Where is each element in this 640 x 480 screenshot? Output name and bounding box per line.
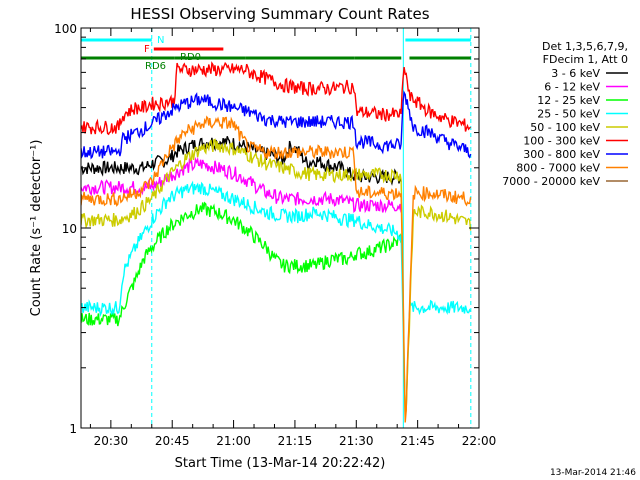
legend-entry-label: 12 - 25 keV [537,94,600,107]
chart-title: HESSI Observing Summary Count Rates [130,5,429,23]
y-axis-label: Count Rate (s⁻¹ detector⁻¹) [29,140,44,317]
legend-entry-label: 6 - 12 keV [544,81,600,94]
x-axis-label: Start Time (13-Mar-14 20:22:42) [175,456,386,471]
series-line-3 [81,201,402,327]
x-tick-label: 22:00 [462,434,497,448]
y-tick-label: 10 [62,222,77,236]
series-line-7 [81,90,472,160]
legend-entry-label: 25 - 50 keV [537,108,600,121]
y-tick-label: 100 [54,22,77,36]
legend-header-line: Det 1,3,5,6,7,9, [542,40,628,53]
flag-label-f: F [144,44,150,55]
x-tick-label: 21:15 [278,434,313,448]
flag-label-n: N [157,35,164,46]
plot-area: NF RD0 RD6 [81,28,472,428]
y-tick-label: 1 [69,422,77,436]
timestamp: 13-Mar-2014 21:46 [550,468,636,478]
x-tick-label: 21:45 [400,434,435,448]
series-line-1 [81,136,402,186]
axes: 1 10 100 20:30 20:45 21:00 21:15 21:30 21:45 22:0… [54,22,496,448]
legend-entry-label: 50 - 100 keV [530,121,600,134]
plot-frame [80,27,480,429]
x-tick-label: 21:00 [216,434,251,448]
flag-label-rd0: RD0 [180,52,201,63]
series-group [81,28,472,428]
x-tick-label: 21:30 [339,434,374,448]
legend-entry-label: 3 - 6 keV [551,67,600,80]
series-line-5 [81,138,472,418]
legend-header-line: FDecim 1, Att 0 [543,53,628,66]
legend-entry-label: 100 - 300 keV [523,135,600,148]
legend: Det 1,3,5,6,7,9,FDecim 1, Att 03 - 6 keV… [502,40,628,188]
legend-entry-label: 7000 - 20000 keV [502,175,600,188]
x-tick-label: 20:30 [94,434,129,448]
x-tick-label: 20:45 [155,434,190,448]
series-line-6 [81,61,472,136]
series-line-8 [81,115,472,423]
legend-entry-label: 300 - 800 keV [523,148,600,161]
flag-label-rd6: RD6 [145,61,166,72]
legend-entry-label: 800 - 7000 keV [516,162,600,175]
